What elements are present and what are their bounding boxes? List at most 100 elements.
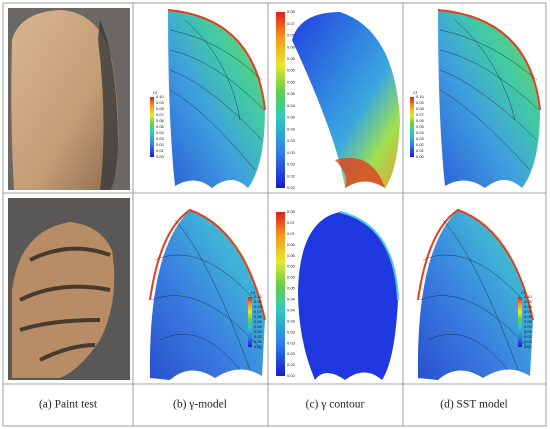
colorbar-tick-label: 0.01 xyxy=(254,339,263,344)
colorbar-tick-label: 0.04 xyxy=(287,318,296,323)
colorbar-tick-label: 0.03 xyxy=(524,329,533,334)
colorbar-tick-label: 0.05 xyxy=(287,91,296,96)
colorbar-tick-label: 0.05 xyxy=(524,319,533,324)
colorbar-tick-label: 0.02 xyxy=(287,185,296,190)
colorbar-tick-label: 0.07 xyxy=(287,33,296,38)
colorbar-tick-label: 0.06 xyxy=(287,56,296,61)
colorbar-tick-label: 0.05 xyxy=(416,124,425,129)
colorbar-tick-label: 0.10 xyxy=(524,294,533,299)
colorbar-tick-label: 0.05 xyxy=(287,264,296,269)
contour-top xyxy=(292,12,400,188)
colorbar-tick-label: 0.10 xyxy=(416,94,425,99)
colorbar-tick-label: 0.06 xyxy=(287,44,296,49)
colorbar-tick-label: 0.00 xyxy=(416,154,425,159)
colorbar-tick-label: 0.05 xyxy=(287,275,296,280)
colorbar-tick-label: 0.04 xyxy=(287,103,296,108)
colorbar-tick-label: 0.08 xyxy=(287,9,296,14)
colorbar xyxy=(276,212,285,376)
colorbar-tick-label: 0.08 xyxy=(416,106,425,111)
colorbar-tick-label: 0.06 xyxy=(524,314,533,319)
colorbar-tick-label: 0.01 xyxy=(416,148,425,153)
colorbar xyxy=(276,12,285,188)
colorbar-tick-label: 0.05 xyxy=(287,68,296,73)
legend-title: Cf xyxy=(153,90,158,95)
colorbar-tick-label: 0.10 xyxy=(254,294,263,299)
colorbar-tick-label: 0.02 xyxy=(524,334,533,339)
paint-photo-top xyxy=(8,8,130,190)
colorbar-tick-label: 0.05 xyxy=(287,286,296,291)
colorbar-tick-label: 0.03 xyxy=(287,340,296,345)
colorbar-tick-label: 0.04 xyxy=(156,130,165,135)
colorbar-tick-label: 0.03 xyxy=(156,136,165,141)
caption: (a) Paint test xyxy=(39,399,98,411)
legend-title: Cf xyxy=(251,290,256,295)
caption: (d) SST model xyxy=(440,399,508,411)
colorbar-tick-label: 0.03 xyxy=(287,162,296,167)
colorbar-tick-label: 0.07 xyxy=(156,112,165,117)
colorbar-tick-label: 0.04 xyxy=(287,297,296,302)
colorbar-tick-label: 0.00 xyxy=(156,154,165,159)
contour-bottom xyxy=(298,211,399,380)
caption: (b) γ-model xyxy=(173,399,227,411)
colorbar-tick-label: 0.04 xyxy=(416,130,425,135)
colorbar-tick-label: 0.08 xyxy=(156,106,165,111)
colorbar-tick-label: 0.05 xyxy=(287,79,296,84)
colorbar-tick-label: 0.06 xyxy=(254,314,263,319)
colorbar-tick-label: 0.02 xyxy=(416,142,425,147)
colorbar-tick-label: 0.07 xyxy=(416,112,425,117)
colorbar-tick-label: 0.06 xyxy=(287,242,296,247)
colorbar-tick-label: 0.10 xyxy=(156,94,165,99)
colorbar xyxy=(518,297,522,347)
colorbar-tick-label: 0.04 xyxy=(287,115,296,120)
colorbar-tick-label: 0.08 xyxy=(254,304,263,309)
colorbar-tick-label: 0.04 xyxy=(287,307,296,312)
caption: (c) γ contour xyxy=(306,399,365,411)
colorbar-tick-label: 0.02 xyxy=(287,362,296,367)
colorbar-tick-label: 0.07 xyxy=(287,220,296,225)
colorbar-tick-label: 0.03 xyxy=(287,329,296,334)
colorbar-tick-label: 0.02 xyxy=(287,173,296,178)
blade-d-top xyxy=(437,9,541,188)
colorbar-tick-label: 0.04 xyxy=(254,324,263,329)
colorbar-tick-label: 0.08 xyxy=(287,209,296,214)
colorbar-tick-label: 0.06 xyxy=(416,118,425,123)
colorbar-tick-label: 0.09 xyxy=(156,100,165,105)
colorbar-tick-label: 0.06 xyxy=(287,253,296,258)
legend-title: Cf xyxy=(521,290,526,295)
colorbar-tick-label: 0.09 xyxy=(416,100,425,105)
colorbar-tick-label: 0.03 xyxy=(416,136,425,141)
colorbar-tick-label: 0.03 xyxy=(287,351,296,356)
colorbar-tick-label: 0.07 xyxy=(287,21,296,26)
colorbar xyxy=(150,97,154,157)
colorbar-tick-label: 0.01 xyxy=(524,339,533,344)
colorbar-tick-label: 0.04 xyxy=(524,324,533,329)
colorbar-tick-label: 0.06 xyxy=(156,118,165,123)
colorbar-tick-label: 0.05 xyxy=(156,124,165,129)
colorbar-tick-label: 0.07 xyxy=(524,309,533,314)
blade-d-bottom xyxy=(417,208,534,380)
colorbar-tick-label: 0.08 xyxy=(524,304,533,309)
blade-b-bottom xyxy=(149,208,266,380)
colorbar-tick-label: 0.00 xyxy=(254,344,263,349)
colorbar-tick-label: 0.00 xyxy=(524,344,533,349)
colorbar-tick-label: 0.04 xyxy=(287,126,296,131)
colorbar-tick-label: 0.03 xyxy=(287,138,296,143)
colorbar-tick-label: 0.05 xyxy=(254,319,263,324)
legends: Cf0.100.090.080.070.060.050.040.030.020.… xyxy=(150,9,533,378)
colorbar-tick-label: 0.03 xyxy=(254,329,263,334)
colorbar-tick-label: 0.02 xyxy=(156,142,165,147)
legend-title: Cf xyxy=(413,90,418,95)
colorbar-tick-label: 0.09 xyxy=(254,299,263,304)
colorbar-tick-label: 0.03 xyxy=(287,150,296,155)
colorbar-tick-label: 0.07 xyxy=(287,231,296,236)
colorbar-tick-label: 0.09 xyxy=(524,299,533,304)
colorbar-tick-label: 0.02 xyxy=(287,373,296,378)
colorbar-tick-label: 0.01 xyxy=(156,148,165,153)
colorbar xyxy=(410,97,414,157)
colorbar-tick-label: 0.07 xyxy=(254,309,263,314)
blade-b-top xyxy=(167,9,266,188)
paint-photo-bottom xyxy=(8,198,130,380)
colorbar xyxy=(248,297,252,347)
